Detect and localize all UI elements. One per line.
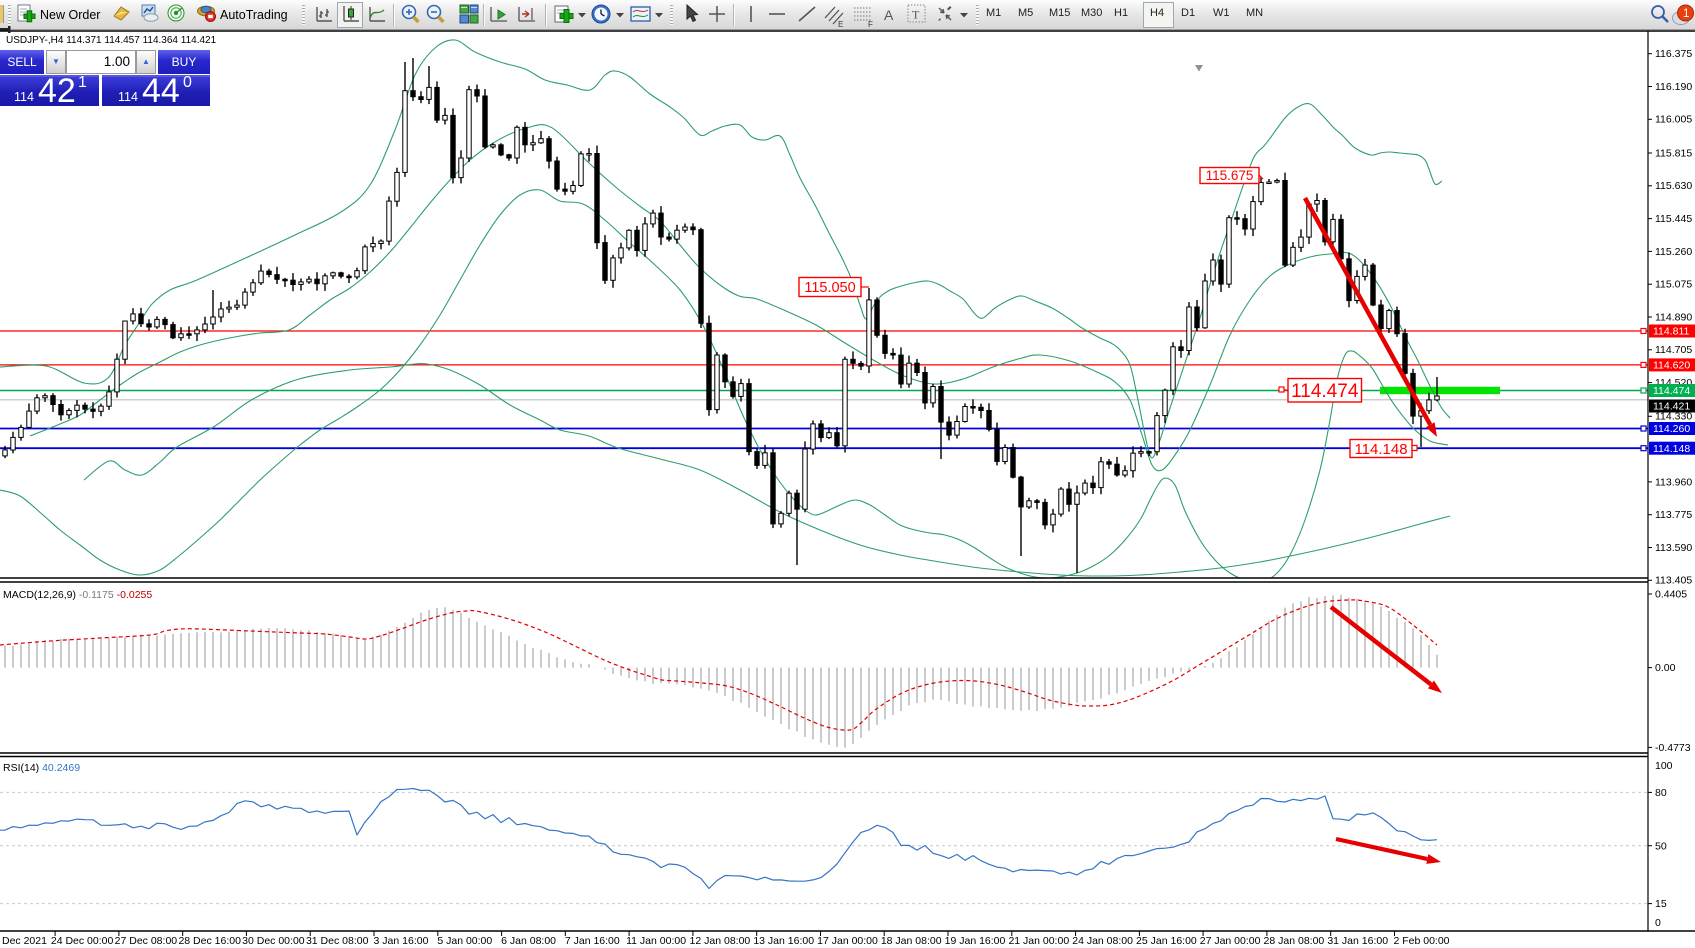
svg-text:116.375: 116.375 xyxy=(1655,48,1692,60)
svg-text:17 Jan 00:00: 17 Jan 00:00 xyxy=(817,935,878,947)
svg-text:MACD(12,26,9) -0.1175 -0.0255: MACD(12,26,9) -0.1175 -0.0255 xyxy=(3,589,152,601)
svg-text:T: T xyxy=(912,8,920,22)
svg-text:31 Dec 08:00: 31 Dec 08:00 xyxy=(306,935,369,947)
svg-text:114.148: 114.148 xyxy=(1653,443,1690,455)
svg-text:115.260: 115.260 xyxy=(1655,246,1692,258)
svg-text:113.775: 113.775 xyxy=(1655,509,1692,521)
svg-text:113.405: 113.405 xyxy=(1655,575,1692,587)
svg-text:113.960: 113.960 xyxy=(1655,476,1692,488)
svg-text:114.421: 114.421 xyxy=(1653,401,1690,413)
svg-text:24 Dec 00:00: 24 Dec 00:00 xyxy=(51,935,114,947)
svg-text:USDJPY-,H4 114.371 114.457 11: USDJPY-,H4 114.371 114.457 114.364 114.4… xyxy=(6,35,217,46)
svg-text:-0.4773: -0.4773 xyxy=(1655,742,1691,754)
svg-text:114.620: 114.620 xyxy=(1653,360,1690,372)
svg-text:18 Jan 08:00: 18 Jan 08:00 xyxy=(881,935,942,947)
svg-text:28 Dec 16:00: 28 Dec 16:00 xyxy=(178,935,241,947)
svg-text:3 Jan 16:00: 3 Jan 16:00 xyxy=(374,935,429,947)
svg-text:115.075: 115.075 xyxy=(1655,279,1692,291)
svg-text:28 Jan 08:00: 28 Jan 08:00 xyxy=(1264,935,1325,947)
svg-text:0.4405: 0.4405 xyxy=(1655,588,1687,600)
svg-text:30 Dec 00:00: 30 Dec 00:00 xyxy=(242,935,305,947)
svg-text:25 Jan 16:00: 25 Jan 16:00 xyxy=(1136,935,1197,947)
svg-text:115.630: 115.630 xyxy=(1655,180,1692,192)
svg-text:114.705: 114.705 xyxy=(1655,344,1692,356)
svg-text:114.148: 114.148 xyxy=(1354,441,1407,458)
svg-text:114.890: 114.890 xyxy=(1655,311,1692,323)
svg-text:114.260: 114.260 xyxy=(1653,423,1690,435)
svg-text:13 Jan 16:00: 13 Jan 16:00 xyxy=(753,935,814,947)
svg-text:115.050: 115.050 xyxy=(804,280,855,296)
svg-text:114.474: 114.474 xyxy=(1291,381,1359,402)
svg-text:116.005: 116.005 xyxy=(1655,114,1692,126)
svg-text:116.190: 116.190 xyxy=(1655,81,1692,93)
svg-text:0.00: 0.00 xyxy=(1655,662,1676,674)
svg-text:15: 15 xyxy=(1655,898,1667,910)
svg-text:11 Jan 00:00: 11 Jan 00:00 xyxy=(626,935,686,947)
svg-text:Dec 2021: Dec 2021 xyxy=(2,935,47,947)
svg-text:0: 0 xyxy=(1655,917,1661,929)
svg-text:6 Jan 08:00: 6 Jan 08:00 xyxy=(501,935,556,947)
svg-text:113.590: 113.590 xyxy=(1655,542,1692,554)
svg-text:E: E xyxy=(838,20,843,28)
svg-text:5 Jan 00:00: 5 Jan 00:00 xyxy=(437,935,492,947)
svg-text:RSI(14) 40.2469: RSI(14) 40.2469 xyxy=(3,762,80,774)
svg-text:114.474: 114.474 xyxy=(1653,385,1690,397)
svg-text:21 Jan 00:00: 21 Jan 00:00 xyxy=(1008,935,1069,947)
svg-text:1: 1 xyxy=(1683,8,1689,20)
svg-text:114.330: 114.330 xyxy=(1655,411,1692,423)
svg-text:27 Dec 08:00: 27 Dec 08:00 xyxy=(115,935,178,947)
svg-text:24 Jan 08:00: 24 Jan 08:00 xyxy=(1072,935,1133,947)
svg-text:115.815: 115.815 xyxy=(1655,147,1692,159)
svg-text:50: 50 xyxy=(1655,840,1667,852)
svg-text:115.675: 115.675 xyxy=(1206,168,1254,183)
svg-text:115.445: 115.445 xyxy=(1655,213,1692,225)
svg-text:31 Jan 16:00: 31 Jan 16:00 xyxy=(1327,935,1388,947)
svg-text:114.811: 114.811 xyxy=(1653,326,1690,338)
svg-text:12 Jan 08:00: 12 Jan 08:00 xyxy=(690,935,751,947)
svg-text:80: 80 xyxy=(1655,787,1667,799)
svg-text:100: 100 xyxy=(1655,760,1673,772)
svg-text:7 Jan 16:00: 7 Jan 16:00 xyxy=(565,935,620,947)
svg-text:19 Jan 16:00: 19 Jan 16:00 xyxy=(945,935,1006,947)
svg-text:2 Feb 00:00: 2 Feb 00:00 xyxy=(1393,935,1449,947)
svg-text:27 Jan 00:00: 27 Jan 00:00 xyxy=(1200,935,1261,947)
svg-text:F: F xyxy=(868,20,873,28)
